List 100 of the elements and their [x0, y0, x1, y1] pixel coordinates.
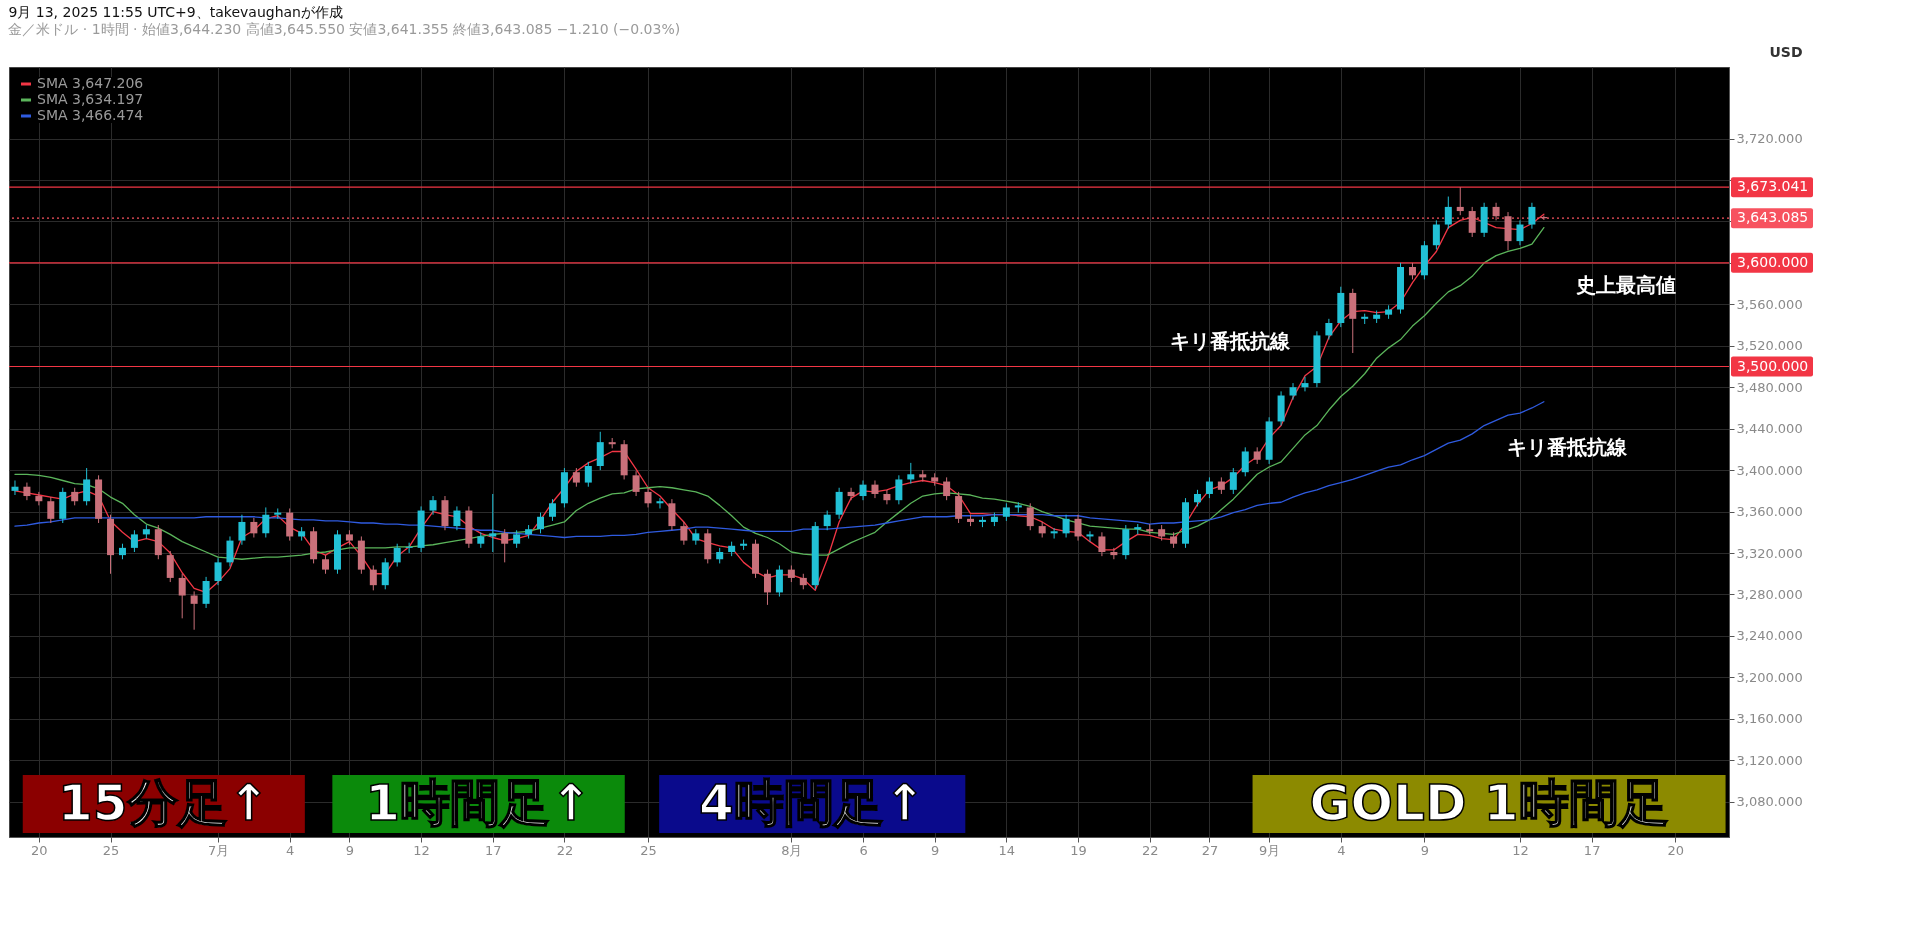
x-tick-label: 20 [31, 842, 48, 858]
annotation: キリ番抵抗線 [1507, 435, 1629, 460]
x-tick-label: 19 [1070, 842, 1087, 858]
legend-label: SMA 3,647.206 [37, 75, 144, 91]
candlestick [250, 517, 258, 538]
candlestick [835, 487, 843, 520]
candlestick [859, 480, 867, 501]
candlestick [202, 576, 210, 609]
candlestick [584, 461, 592, 488]
candlestick [1289, 382, 1297, 401]
candlestick [668, 498, 676, 531]
y-tick-label: 3,520.000 [1736, 338, 1803, 354]
candlestick [883, 489, 891, 505]
candlestick [274, 507, 282, 520]
legend-label: SMA 3,466.474 [37, 107, 144, 123]
chart-title: 9月 13, 2025 11:55 UTC+9、takevaughanが作成 [8, 4, 343, 20]
candlestick [262, 506, 270, 538]
y-tick-label: 3,560.000 [1736, 296, 1803, 312]
candlestick [847, 487, 855, 501]
candlestick [453, 505, 461, 531]
y-tick-label: 3,200.000 [1736, 669, 1803, 685]
annotation: 15分足↑ [58, 774, 270, 832]
candlestick [190, 590, 198, 631]
candlestick [1516, 219, 1524, 246]
candlestick [907, 462, 915, 485]
x-tick-label: 17 [1583, 842, 1601, 858]
candlestick [1074, 514, 1082, 542]
candlestick [1241, 446, 1249, 477]
candlestick [1444, 196, 1452, 230]
candlestick [1062, 514, 1070, 538]
candlestick [1086, 530, 1094, 543]
annotation: キリ番抵抗線 [1170, 328, 1292, 353]
candlestick [83, 467, 91, 506]
candlestick [11, 480, 19, 496]
annotation: 1時間足↑ [365, 774, 592, 832]
candlestick [489, 493, 497, 553]
y-tick-label: 3,320.000 [1736, 545, 1803, 561]
annotation: 4時間足↑ [698, 774, 926, 832]
x-tick-label: 27 [1201, 842, 1219, 858]
candlestick [1528, 202, 1536, 230]
candlestick [214, 557, 222, 586]
x-tick-label: 9 [1420, 842, 1430, 858]
candlestick [1110, 547, 1118, 560]
candlestick [1325, 318, 1333, 341]
y-tick-label: 3,160.000 [1736, 711, 1803, 727]
candlestick [644, 487, 652, 508]
candlestick [501, 528, 509, 563]
y-tick-label: 3,360.000 [1736, 504, 1803, 520]
candlestick [381, 557, 389, 590]
candlestick [572, 467, 580, 488]
candlestick [871, 480, 879, 499]
x-tick-label: 25 [102, 842, 120, 858]
candlestick [1301, 376, 1309, 392]
candlestick [166, 550, 174, 583]
y-tick-label: 3,080.000 [1736, 794, 1803, 810]
candlestick [680, 521, 688, 546]
candlestick [47, 496, 55, 524]
candlestick [369, 564, 377, 591]
candlestick [823, 510, 831, 531]
x-tick-label: 22 [1141, 842, 1159, 858]
annotation: 史上最高値 [1575, 273, 1676, 298]
x-tick-label: 8月 [781, 842, 803, 858]
candlestick [322, 554, 330, 575]
candlestick [1014, 501, 1022, 514]
candlestick [178, 573, 186, 619]
x-tick-label: 7月 [207, 842, 230, 858]
y-tick-label: 3,120.000 [1736, 752, 1803, 768]
candlestick [405, 542, 413, 554]
y-axis-title: USD [1769, 43, 1803, 60]
x-tick-label: 17 [484, 842, 502, 858]
candlestick [1098, 531, 1106, 557]
candlestick [1026, 502, 1034, 531]
candlestick [1229, 467, 1237, 495]
candlestick [1432, 219, 1440, 250]
x-tick-label: 9 [931, 842, 940, 858]
candlestick [1456, 186, 1464, 216]
ref-line-label: 3,500.000 [1737, 357, 1809, 374]
candlestick [226, 535, 234, 568]
ref-line-label: 3,643.085 [1737, 209, 1809, 226]
y-tick-label: 3,240.000 [1736, 628, 1803, 644]
candlestick [943, 476, 951, 501]
candlestick [393, 543, 401, 568]
x-tick-label: 12 [413, 842, 430, 858]
candlestick [775, 564, 783, 598]
candlestick [895, 474, 903, 505]
x-tick-label: 4 [1337, 842, 1346, 858]
x-tick-label: 22 [556, 842, 574, 858]
x-tick-label: 9 [345, 842, 355, 858]
candlestick [656, 497, 664, 509]
y-tick-label: 3,720.000 [1736, 131, 1803, 147]
x-tick-label: 9月 [1259, 842, 1281, 858]
x-tick-label: 20 [1667, 842, 1685, 858]
candlestick [238, 514, 246, 546]
candlestick [632, 470, 640, 497]
x-tick-label: 12 [1512, 842, 1529, 858]
x-tick-label: 25 [640, 842, 657, 858]
x-tick-label: 4 [286, 842, 295, 858]
candlestick [596, 431, 604, 471]
candlestick [130, 529, 138, 553]
x-tick-label: 14 [998, 842, 1016, 858]
